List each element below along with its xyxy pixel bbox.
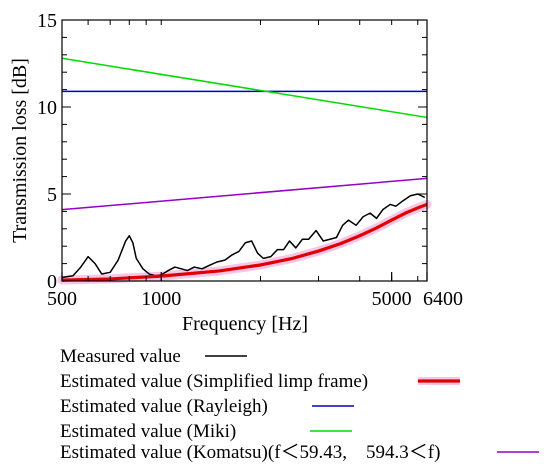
legend-label: Estimated value (Simplified limp frame)	[60, 371, 368, 392]
series-line-2	[61, 202, 428, 282]
y-tick-label: 10	[37, 97, 57, 119]
series-line-4	[61, 57, 428, 119]
legend: Measured value Estimated value (Simplifie…	[60, 346, 539, 463]
legend-label: Estimated value (Komatsu)(f＜59.43, 594.3…	[60, 442, 440, 463]
x-tick-label: 500	[47, 288, 77, 310]
axes: 500 1000 5000 6400 0 5 10 15 Frequency [Hz] Tr…	[9, 10, 463, 335]
x-tick-label: 5000	[372, 288, 412, 310]
series-line-5	[61, 177, 428, 211]
series-line-1	[61, 193, 426, 279]
y-axis-ticks: 0 5 10 15	[37, 10, 427, 293]
x-tick-label: 6400	[423, 288, 463, 310]
legend-label: Estimated value (Rayleigh)	[60, 396, 268, 417]
x-axis-title: Frequency [Hz]	[182, 313, 308, 335]
x-tick-label: 1000	[141, 288, 181, 310]
plot-frame	[61, 19, 428, 282]
y-tick-label: 0	[47, 271, 57, 293]
y-tick-label: 15	[37, 10, 57, 32]
plot-area	[57, 57, 432, 285]
x-axis-ticks: 500 1000 5000 6400	[47, 20, 463, 310]
y-tick-label: 5	[47, 184, 57, 206]
y-axis-title: Transmission loss [dB]	[9, 58, 31, 243]
legend-label: Measured value	[60, 346, 181, 367]
legend-label: Estimated value (Miki)	[60, 421, 236, 442]
